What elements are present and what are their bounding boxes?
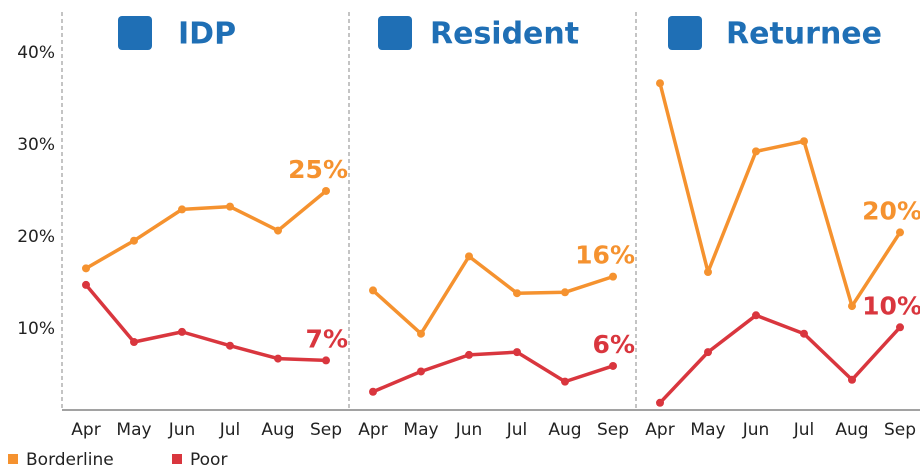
title-icon [668, 16, 702, 50]
y-tick-label: 40% [17, 43, 55, 63]
series-line [371, 254, 614, 336]
point [465, 350, 473, 359]
y-tick-label: 30% [17, 135, 55, 155]
x-tick-label: Jun [455, 420, 483, 440]
x-tick-label: Jul [793, 420, 815, 440]
point [561, 377, 569, 386]
title-icon [378, 16, 412, 50]
point [800, 329, 808, 338]
point [800, 137, 808, 146]
title-icon [118, 16, 152, 50]
point [417, 367, 425, 376]
series-line [84, 283, 327, 363]
x-tick-label: Apr [645, 420, 674, 440]
legend-swatch [172, 454, 182, 464]
value-label: 20% [862, 196, 920, 225]
x-tick-label: Apr [358, 420, 387, 440]
x-tick-label: May [690, 420, 725, 440]
series-line [658, 82, 902, 308]
point [609, 272, 617, 281]
point [896, 323, 904, 332]
x-tick-label: Aug [261, 420, 294, 440]
point [513, 348, 521, 357]
point [369, 286, 377, 295]
point [322, 186, 330, 195]
point [322, 356, 330, 365]
x-tick-label: Apr [71, 420, 100, 440]
value-label: 7% [306, 324, 348, 353]
chart-title: Resident [430, 17, 579, 52]
x-tick-label: Jul [219, 420, 241, 440]
point [417, 329, 425, 338]
point [226, 202, 234, 211]
chart-title: Returnee [726, 17, 882, 52]
point [561, 288, 569, 297]
x-tick-label: Jun [168, 420, 196, 440]
x-tick-label: Sep [597, 420, 629, 440]
point [513, 289, 521, 298]
value-label: 6% [593, 330, 635, 359]
x-tick-label: Aug [548, 420, 581, 440]
point [896, 228, 904, 237]
x-tick-label: Aug [835, 420, 868, 440]
x-tick-label: Sep [884, 420, 916, 440]
x-tick-label: May [116, 420, 151, 440]
series-line [372, 350, 614, 394]
point [82, 264, 90, 273]
point [178, 205, 186, 214]
x-tick-label: Jun [742, 420, 770, 440]
value-label: 10% [862, 291, 920, 320]
point [656, 79, 664, 88]
point [274, 354, 282, 363]
x-tick-label: Sep [310, 420, 342, 440]
legend-label: Borderline [26, 450, 114, 469]
x-tick-label: Jul [506, 420, 528, 440]
point [369, 387, 377, 396]
series-line [658, 313, 902, 404]
point [752, 311, 760, 320]
value-label: 25% [288, 155, 348, 184]
x-tick-label: May [403, 420, 438, 440]
point [704, 348, 712, 357]
point [609, 361, 617, 370]
point [465, 252, 473, 261]
legend-label: Poor [190, 450, 227, 469]
point [82, 280, 90, 289]
value-label: 16% [575, 241, 635, 270]
point [848, 302, 856, 311]
point [848, 375, 856, 384]
point [130, 236, 138, 245]
point [178, 327, 186, 336]
point [656, 398, 664, 407]
chart-title: IDP [178, 17, 236, 52]
legend-swatch [8, 454, 18, 464]
point [704, 268, 712, 277]
y-tick-label: 20% [17, 227, 55, 247]
series-line [85, 189, 328, 270]
point [226, 341, 234, 350]
point [752, 147, 760, 156]
point [130, 338, 138, 347]
point [274, 226, 282, 235]
y-tick-label: 10% [17, 319, 55, 339]
